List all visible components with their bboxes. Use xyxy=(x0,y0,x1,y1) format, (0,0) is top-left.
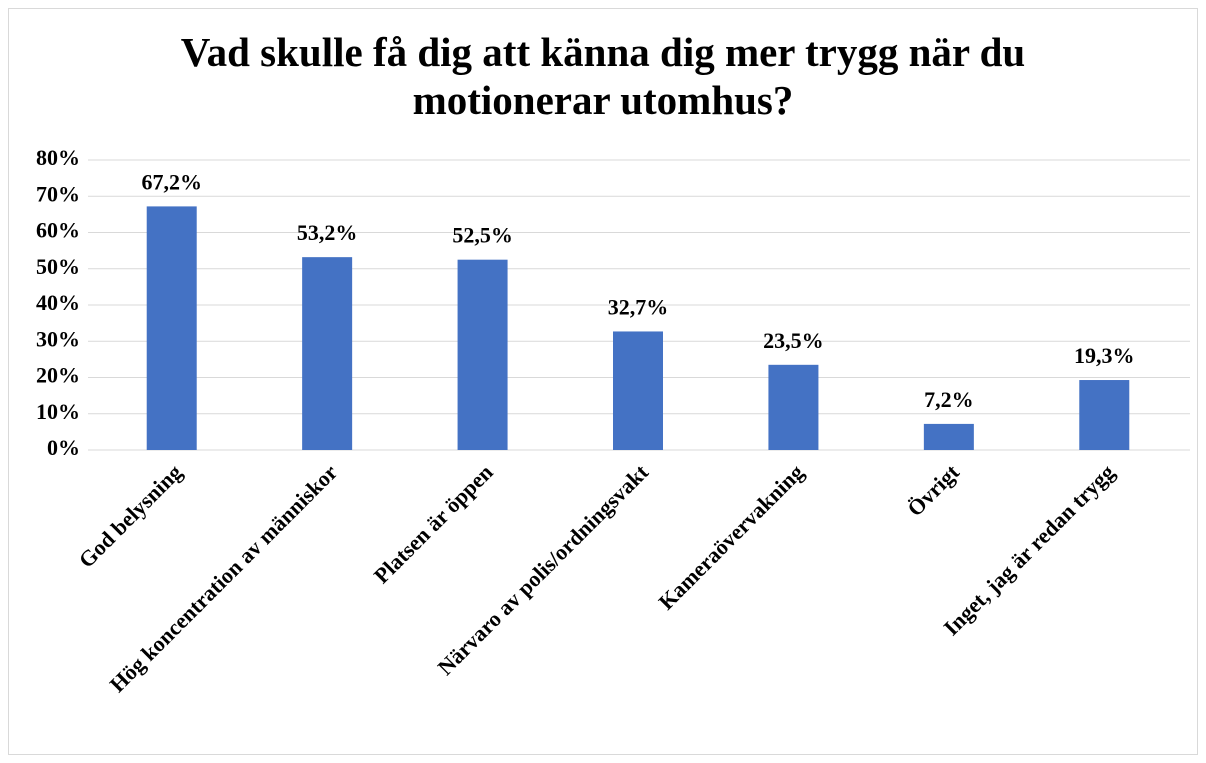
x-tick-label: Platsen är öppen xyxy=(369,459,498,588)
y-tick-label: 10% xyxy=(36,399,80,424)
value-label: 32,7% xyxy=(608,295,669,320)
value-label: 67,2% xyxy=(141,169,202,194)
value-label: 53,2% xyxy=(297,220,358,245)
chart-title: Vad skulle få dig att känna dig mer tryg… xyxy=(180,29,1026,123)
value-label: 7,2% xyxy=(924,387,974,412)
bar xyxy=(1079,380,1130,450)
bar xyxy=(768,364,819,450)
bar xyxy=(923,423,974,450)
y-tick-label: 70% xyxy=(36,181,80,206)
chart-border xyxy=(8,8,1198,755)
bar xyxy=(613,331,663,450)
bar xyxy=(302,257,353,450)
y-tick-label: 40% xyxy=(36,290,80,315)
value-label: 19,3% xyxy=(1074,343,1135,368)
y-tick-label: 80% xyxy=(36,145,80,170)
x-tick-label: Kameraövervakning xyxy=(653,459,808,614)
y-tick-label: 50% xyxy=(36,254,80,279)
y-tick-label: 30% xyxy=(36,326,80,351)
value-label: 23,5% xyxy=(763,328,824,353)
y-tick-label: 20% xyxy=(36,363,80,388)
x-tick-label: Övrigt xyxy=(902,459,964,521)
y-tick-label: 60% xyxy=(36,218,80,243)
bar xyxy=(146,206,197,450)
x-tick-label: Inget, jag är redan trygg xyxy=(939,459,1120,640)
value-label: 52,5% xyxy=(452,223,513,248)
y-tick-label: 0% xyxy=(47,435,80,460)
x-tick-label: God belysning xyxy=(74,459,187,572)
bar xyxy=(457,259,508,450)
